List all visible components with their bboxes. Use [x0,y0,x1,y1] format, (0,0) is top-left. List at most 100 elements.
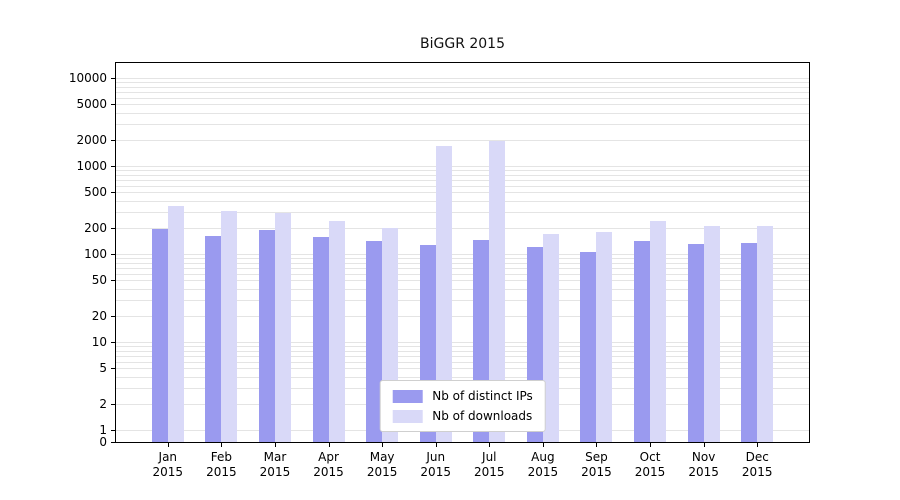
y-tick-mark [111,368,115,370]
gridline [116,78,809,79]
y-tick-label: 100 [84,247,107,261]
y-tick-label: 5000 [76,97,107,112]
gridline [116,82,809,84]
gridline [116,280,809,282]
bar-downloads-oct [650,220,667,442]
x-tick-label-month: Jul [482,450,497,464]
x-tick-label: Jun 2015 [404,450,468,480]
bar-downloads-mar [274,213,291,442]
y-tick-label: 5 [99,361,107,376]
x-tick-mark [221,443,223,447]
x-tick-mark [328,443,330,447]
y-tick-mark [111,78,115,79]
x-tick-label-month: Oct [639,450,661,464]
gridline [116,254,809,255]
gridline [116,227,809,229]
x-tick-label-month: Aug [531,450,555,464]
gridline [116,262,809,264]
x-tick-label-year: 2015 [474,465,505,479]
gridline [116,315,809,317]
x-tick-label-year: 2015 [634,465,666,479]
x-tick-label-year: 2015 [152,465,184,479]
x-tick-label-year: 2015 [366,465,398,479]
y-tick-label: 10 [91,335,107,349]
x-tick-label-year: 2015 [206,465,237,479]
x-tick-label-month: Dec [745,450,769,464]
gridline [116,350,809,352]
gridline [116,192,809,194]
x-tick-label-month: Feb [210,450,232,464]
x-tick-label-month: Jan [158,450,178,464]
gridline [116,342,809,343]
x-tick-label: Oct 2015 [618,450,682,480]
x-tick-label: Jan 2015 [136,450,200,480]
x-tick-label-year: 2015 [581,465,612,479]
x-tick-mark [757,443,759,447]
x-tick-label: Feb 2015 [189,450,253,480]
gridline [116,124,809,125]
x-tick-label: Apr 2015 [297,450,361,480]
legend-swatch-downloads [392,409,423,423]
y-tick-mark [111,315,115,317]
gridline [116,179,809,181]
x-tick-label-month: Jun [426,450,446,464]
y-tick-label: 1 [99,423,107,437]
bar-downloads-nov [703,225,720,442]
x-tick-mark [382,443,384,447]
x-tick-label: Mar 2015 [243,450,307,480]
gridline [116,104,809,106]
x-tick-label-year: 2015 [259,465,291,479]
x-tick-mark [703,443,705,447]
x-tick-mark [596,443,598,447]
gridline [116,166,809,167]
x-tick-label-month: Sep [585,450,608,464]
x-tick-label: Jul 2015 [457,450,521,480]
x-tick-label-month: Apr [318,450,339,464]
gridline [116,355,809,357]
x-tick-mark [274,443,276,447]
bar-downloads-feb [221,210,238,442]
x-tick-label: Sep 2015 [564,450,628,480]
gridline [116,170,809,172]
y-tick-mark [111,139,115,141]
y-tick-mark [111,442,115,443]
bar-downloads-jan [167,205,184,442]
gridline [116,212,809,213]
y-tick-label: 1000 [76,159,107,173]
x-tick-mark [542,443,544,447]
bar-distinct-ips-apr [312,237,329,442]
y-tick-label: 200 [84,220,107,235]
gridline [116,185,809,187]
bar-downloads-jul [489,141,506,442]
y-tick-label: 20 [91,308,107,323]
x-tick-label-year: 2015 [741,465,773,479]
gridline [116,300,809,301]
chart-title: BiGGR 2015 [420,36,505,52]
bar-distinct-ips-mar [258,230,275,442]
x-tick-label-month: Nov [691,450,716,464]
y-tick-mark [111,280,115,282]
y-tick-mark [111,403,115,405]
x-tick-label-year: 2015 [688,465,719,479]
x-tick-label-month: Mar [263,450,287,464]
x-tick-mark [167,443,169,447]
y-tick-mark [111,104,115,106]
gridline [116,346,809,348]
legend-entry-downloads: Nb of downloads [392,409,533,423]
x-tick-label: Nov 2015 [672,450,736,480]
x-tick-label: Dec 2015 [725,450,789,480]
x-tick-mark [435,443,437,447]
gridline [116,113,809,115]
y-tick-mark [111,227,115,229]
x-tick-label: Aug 2015 [511,450,575,480]
bar-distinct-ips-feb [205,236,222,442]
y-tick-label: 10000 [68,71,107,85]
gridline [116,86,809,88]
legend-label-distinct-ips: Nb of distinct IPs [432,389,533,403]
x-tick-label-month: May [369,450,395,464]
bar-downloads-jun [435,145,452,442]
gridline [116,174,809,176]
bar-distinct-ips-nov [687,243,704,442]
y-tick-label: 500 [84,185,107,200]
y-tick-mark [111,254,115,255]
